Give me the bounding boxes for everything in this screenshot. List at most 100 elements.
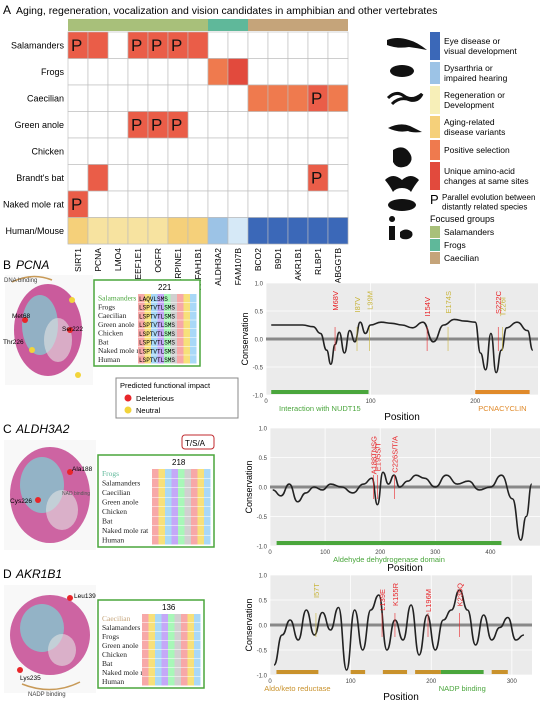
focused-groups-title: Focused groups: [430, 214, 495, 224]
conservation-line: [271, 318, 534, 374]
alignment-residue: [158, 535, 165, 545]
alignment-residue: [171, 535, 178, 545]
heatmap-empty-cell: [147, 190, 169, 218]
alignment-residue: [171, 469, 178, 478]
alignment-residue: [181, 632, 188, 641]
alignment-sequence: LSPTVTLSMS: [139, 331, 175, 338]
alignment-residue: [144, 355, 151, 364]
domain-bar: [475, 390, 530, 394]
heatmap-cell: [287, 217, 309, 245]
alignment-residue: [183, 355, 190, 364]
heatmap-empty-cell: [307, 58, 329, 86]
alignment-residue: [168, 641, 175, 650]
x-axis-label: Position: [387, 563, 423, 574]
species-label: Naked mole rat: [3, 199, 65, 209]
panel-c-gene: ALDH3A2: [15, 422, 70, 436]
parallel-mark: P: [151, 116, 162, 135]
panel-a-letter: A: [3, 3, 11, 17]
alignment-residue: [168, 659, 175, 668]
heatmap-empty-cell: [227, 164, 249, 192]
x-tick-label: 0: [268, 550, 272, 556]
heatmap-empty-cell: [167, 164, 189, 192]
alignment-residue: [187, 677, 194, 686]
y-axis-label: Conservation: [240, 312, 250, 365]
heatmap-empty-cell: [147, 84, 169, 112]
alignment-residue: [157, 320, 164, 329]
alignment-residue: [164, 320, 171, 329]
alignment-residue: [158, 488, 165, 497]
alignment-residue: [181, 641, 188, 650]
alignment-residue: [183, 346, 190, 355]
heatmap-empty-cell: [287, 58, 309, 86]
alignment-residue: [148, 677, 155, 686]
alignment-residue: [204, 526, 211, 535]
gene-group-bar: [228, 19, 248, 31]
heatmap: P P P PPP P PPPSalamandersFrogsCaecilianGreen…: [3, 19, 349, 290]
alignment-sequence: LSPTVTLSMS: [139, 305, 175, 312]
domain-bar: [415, 670, 441, 674]
alignment-residue: [142, 668, 149, 677]
gene-group-bar: [248, 19, 268, 31]
heatmap-empty-cell: [267, 190, 289, 218]
alignment-residue: [174, 650, 181, 659]
alignment-residue: [164, 337, 171, 346]
alignment-residue: [197, 507, 204, 516]
alignment-residue: [157, 329, 164, 338]
alignment-residue: [148, 623, 155, 632]
lys235-label: Lys235: [20, 675, 41, 682]
parallel-mark: P: [131, 116, 142, 135]
y-tick-label: 1.0: [259, 574, 268, 580]
y-tick-label: -0.5: [257, 649, 268, 655]
variant-label: C226S/T/A: [391, 436, 400, 473]
heatmap-empty-cell: [107, 111, 129, 139]
alignment-species: Green anole: [102, 641, 139, 650]
alignment-residue: [152, 507, 159, 516]
alignment-species: Human: [102, 677, 124, 686]
heatmap-cell: [187, 217, 209, 245]
alignment-residue: [184, 497, 191, 507]
leu139-label: Leu139: [74, 593, 96, 600]
nad-binding-label: NAD binding: [62, 491, 90, 497]
alignment-residue: [138, 329, 145, 338]
alignment-residue: [183, 311, 190, 320]
alignment-residue: [194, 650, 201, 659]
heatmap-empty-cell: [247, 164, 269, 192]
alignment-residue: [144, 337, 151, 346]
alignment-residue: [157, 294, 164, 303]
heatmap-empty-cell: [247, 190, 269, 218]
alignment-residue: [138, 302, 145, 311]
heatmap-empty-cell: [187, 84, 209, 112]
y-tick-label: -1.0: [257, 674, 268, 680]
variant-label: I57T: [312, 583, 321, 598]
heatmap-empty-cell: [127, 164, 149, 192]
alignment-residue: [187, 623, 194, 632]
alignment-residue: [151, 294, 158, 303]
alignment-residue: [177, 311, 184, 320]
alignment-residue: [171, 488, 178, 497]
alignment-residue: [197, 469, 204, 478]
alignment-residue: [194, 614, 201, 623]
domain-label: PCNACYCLIN: [478, 404, 526, 413]
alignment-sequence: LSPTVTLSMS: [139, 340, 175, 347]
alignment-residue: [144, 346, 151, 355]
heatmap-empty-cell: [167, 190, 189, 218]
alignment-residue: [138, 294, 145, 303]
panel-c-letter: C: [3, 422, 12, 436]
heatmap-empty-cell: [67, 58, 89, 86]
parallel-mark: P: [151, 36, 162, 55]
legend-label: Unique amino-acid changes at same sites: [444, 166, 529, 186]
alignment-residue: [171, 516, 178, 526]
species-label: Salamanders: [11, 40, 65, 50]
gene-label: RLBP1: [313, 248, 323, 275]
heatmap-cell: [67, 217, 89, 245]
alignment-residue: [184, 535, 191, 545]
variant-label: E174S: [444, 291, 453, 314]
alignment-residue: [158, 469, 165, 478]
heatmap-empty-cell: [307, 190, 329, 218]
alignment-residue: [184, 507, 191, 516]
gene-label: RABGGTB: [333, 248, 343, 290]
domain-label: Interaction with NUDT15: [279, 404, 361, 413]
p-legend-label: Parallel evolution between distantly rela…: [442, 193, 535, 212]
alignment-residue: [152, 516, 159, 526]
alignment-residue: [171, 497, 178, 507]
